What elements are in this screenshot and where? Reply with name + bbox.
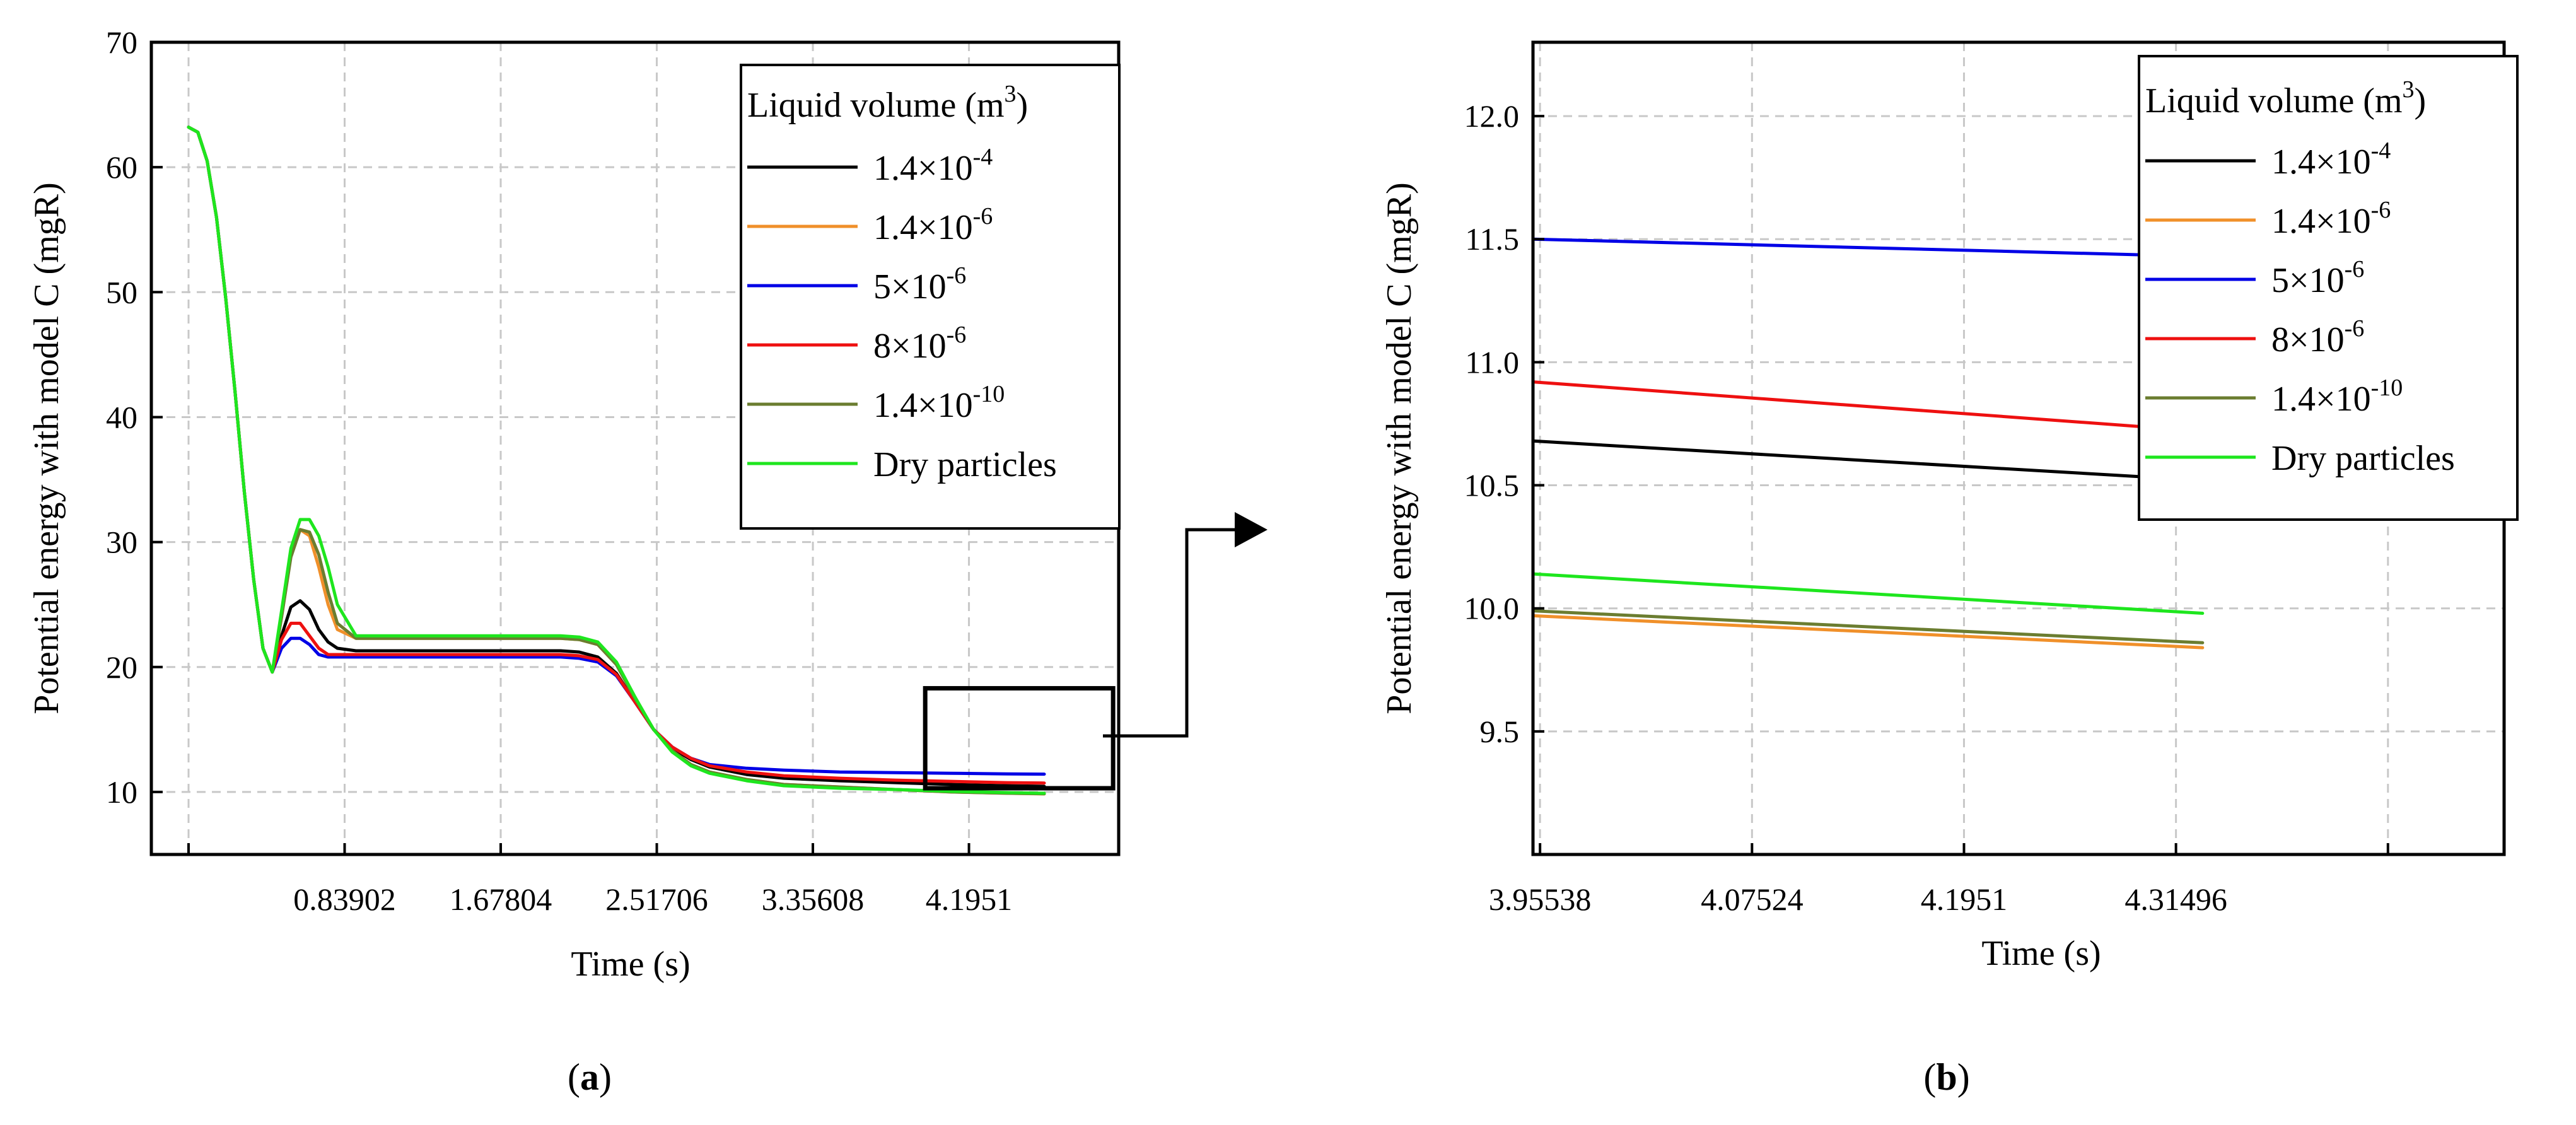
panel-b-xtick-label: 4.1951 — [1921, 882, 2008, 917]
panel-a-legend-box — [740, 64, 1121, 530]
panel-b-legend-entry-5: Dry particles — [2271, 439, 2455, 478]
panel-b-legend-entry-1: 1.4×10-6 — [2271, 197, 2391, 241]
panel-a-letter: a — [580, 1056, 599, 1098]
panel-b-ytick-label: 12.0 — [1464, 98, 1520, 134]
panel-b-chart: 3.95538 4.07524 4.1951 4.31496 9.5 10.0 10.5 11… — [1380, 40, 2519, 1098]
panel-a-legend-title: Liquid volume (m3) — [747, 81, 1028, 125]
panel-b-ytick-label: 10.0 — [1464, 591, 1520, 626]
panel-a-xtick-label: 4.1951 — [926, 882, 1013, 917]
panel-a-ytick-label: 10 — [106, 774, 137, 810]
panel-a-xlabel: Time (s) — [571, 945, 690, 984]
panel-a-ytick-label: 30 — [106, 525, 137, 560]
panel-a-legend-entry-0: 1.4×10-4 — [873, 144, 993, 188]
panel-b-legend-entry-2: 5×10-6 — [2271, 256, 2364, 300]
panel-a-ytick-label: 50 — [106, 274, 137, 310]
panel-a-xtick-label: 1.67804 — [450, 882, 552, 917]
panel-b-ytick-label: 11.0 — [1465, 344, 1519, 380]
panel-b-ytick-label: 11.5 — [1465, 221, 1519, 257]
panel-b-xtick-label: 4.31496 — [2124, 882, 2227, 917]
panel-b-label: (b) — [1923, 1056, 1969, 1098]
panel-b-legend: Liquid volume (m3) 1.4×10-4 1.4×10-6 5×10-6… — [2138, 55, 2519, 521]
panel-b-ylabel: Potential energy with model C (mgR) — [1380, 182, 1419, 714]
panel-b-series-line-5 — [1531, 572, 2205, 615]
panel-a-legend-entry-5: Dry particles — [873, 445, 1057, 484]
panel-b-xtick-label: 4.07524 — [1701, 882, 1804, 917]
panel-a-legend-entry-2: 5×10-6 — [873, 262, 966, 306]
panel-a-label: (a) — [568, 1056, 612, 1098]
panel-a-zoom-connector — [1103, 528, 1236, 738]
panel-b-series-line-2 — [1531, 237, 2205, 259]
panel-b-series-line-4 — [1531, 609, 2205, 644]
panel-b-ticks: 3.95538 4.07524 4.1951 4.31496 9.5 10.0 10.5 11… — [1464, 98, 2389, 917]
panel-b-legend-box — [2138, 55, 2519, 521]
panel-b-legend-entry-4: 1.4×10-10 — [2271, 375, 2403, 419]
panel-b-series-line-0 — [1531, 439, 2205, 482]
panel-a-series — [187, 125, 1046, 796]
panel-a-xtick-label: 3.35608 — [762, 882, 865, 917]
panel-b-letter: b — [1936, 1056, 1957, 1098]
panel-b-series — [1531, 237, 2205, 650]
panel-a-ytick-label: 70 — [106, 25, 137, 60]
panel-a-series-line-5 — [187, 125, 1046, 795]
panel-a-ylabel: Potential energy with model C (mgR) — [27, 182, 66, 714]
panel-a-ytick-label: 60 — [106, 149, 137, 185]
panel-a-legend-entry-1: 1.4×10-6 — [873, 203, 993, 247]
panel-a-legend-entry-4: 1.4×10-10 — [873, 381, 1005, 425]
zoom-arrow-icon — [1235, 512, 1268, 547]
panel-a-xtick-label: 0.83902 — [293, 882, 396, 917]
panel-b-ytick-label: 10.5 — [1464, 468, 1520, 503]
panel-b-xlabel: Time (s) — [1981, 934, 2101, 973]
panel-a-legend-entry-3: 8×10-6 — [873, 322, 966, 366]
panel-b-ytick-label: 9.5 — [1480, 714, 1520, 749]
panel-a-ticks: 0.83902 1.67804 2.51706 3.35608 4.1951 10 20 30… — [106, 25, 1012, 917]
panel-a-xtick-label: 2.51706 — [605, 882, 708, 917]
panel-a-ytick-label: 40 — [106, 399, 137, 434]
panel-a-legend: Liquid volume (m3) 1.4×10-4 1.4×10-6 5×10-6… — [740, 64, 1121, 530]
panel-b-series-line-1 — [1531, 614, 2205, 650]
panel-a-ytick-label: 20 — [106, 650, 137, 685]
panel-b-legend-entry-3: 8×10-6 — [2271, 315, 2364, 359]
panel-b-legend-entry-0: 1.4×10-4 — [2271, 137, 2391, 182]
panel-b-xtick-label: 3.95538 — [1489, 882, 1592, 917]
panel-a-chart: 0.83902 1.67804 2.51706 3.35608 4.1951 10 20 30… — [27, 25, 1268, 1098]
panel-a-zoom-box — [923, 685, 1116, 791]
panel-b-series-line-3 — [1531, 380, 2205, 433]
panel-b-legend-title: Liquid volume (m3) — [2145, 76, 2426, 120]
